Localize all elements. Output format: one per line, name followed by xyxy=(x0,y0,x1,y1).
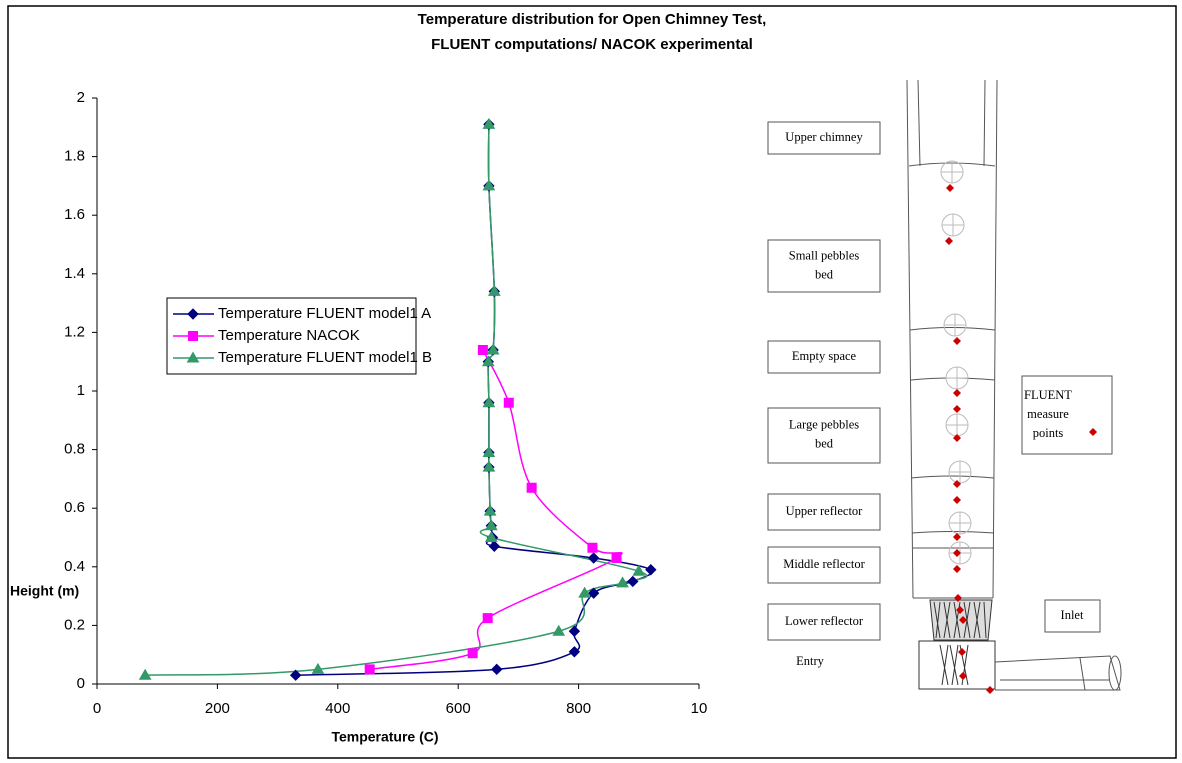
marker xyxy=(311,662,325,674)
measure-point xyxy=(959,672,967,680)
marker xyxy=(482,396,496,408)
measure-point xyxy=(953,337,961,345)
measure-point xyxy=(956,606,964,614)
measure-point xyxy=(959,616,967,624)
x-tick-label: 0 xyxy=(93,700,101,717)
marker xyxy=(482,117,496,129)
legend-label: Temperature FLUENT model1 A xyxy=(218,305,431,322)
measure-point xyxy=(953,405,961,413)
marker xyxy=(627,575,639,588)
measure-point xyxy=(953,389,961,397)
y-tick-label: 0.6 xyxy=(64,499,85,516)
y-tick-label: 1.2 xyxy=(64,323,85,340)
y-tick-label: 1.6 xyxy=(64,206,85,223)
marker xyxy=(482,446,496,458)
y-tick-label: 2 xyxy=(77,89,85,106)
marker xyxy=(578,586,591,598)
marker xyxy=(188,331,198,341)
x-axis-label: Temperature (C) xyxy=(331,729,438,745)
marker xyxy=(467,648,478,659)
plot-area: 0 0.2 0.4 0.6 0.8 1 1.2 1.4 1.6 1.8 2 0 200 400 600 800… xyxy=(64,89,707,717)
chimney-diagram: Upper chimney Small pebbles bed Empty space… xyxy=(767,79,1122,694)
marker xyxy=(482,460,496,472)
measure-point xyxy=(953,565,961,573)
frame xyxy=(7,5,1177,759)
diagram-label: Empty space xyxy=(792,349,857,363)
measure-point xyxy=(954,594,962,602)
measure-point xyxy=(953,533,961,541)
measure-point xyxy=(1089,428,1097,436)
chart-title: Temperature distribution for Open Chimne… xyxy=(418,11,767,28)
measure-point xyxy=(953,480,961,488)
y-tick-label: 0.4 xyxy=(64,558,85,575)
diagram-label: points xyxy=(1033,426,1064,440)
marker xyxy=(483,504,497,516)
y-tick-label: 1.8 xyxy=(64,148,85,165)
marker xyxy=(491,663,503,676)
x-tick-label: 800 xyxy=(566,700,591,717)
marker xyxy=(488,540,501,552)
marker xyxy=(481,355,495,367)
diagram-label: Inlet xyxy=(1061,608,1084,622)
measure-point xyxy=(945,237,953,245)
chart-title: FLUENT computations/ NACOK experimental xyxy=(431,36,753,53)
y-tick-label: 1.4 xyxy=(64,265,85,282)
diagram-label: Small pebbles xyxy=(789,248,860,262)
marker xyxy=(568,625,581,637)
y-tick-label: 0 xyxy=(77,675,85,692)
marker xyxy=(587,587,600,599)
measure-point xyxy=(946,184,954,192)
legend-label: Temperature FLUENT model1 B xyxy=(218,349,432,366)
marker xyxy=(477,344,488,355)
measure-point xyxy=(953,434,961,442)
marker xyxy=(484,519,498,531)
marker xyxy=(486,343,500,355)
marker xyxy=(552,624,566,636)
marker xyxy=(645,564,657,576)
x-tick-label: 600 xyxy=(446,700,471,717)
y-tick-label: 1 xyxy=(77,382,85,399)
marker xyxy=(568,646,581,658)
y-tick-label: 0.8 xyxy=(64,441,85,458)
y-axis-label: Height (m) xyxy=(10,583,79,599)
legend-label: Temperature NACOK xyxy=(218,327,360,344)
marker xyxy=(632,564,646,576)
diagram-label: Lower reflector xyxy=(785,614,864,628)
marker xyxy=(587,552,600,564)
x-tick-label: 200 xyxy=(205,700,230,717)
marker xyxy=(616,576,629,588)
marker xyxy=(587,542,598,553)
diagram-label: Large pebbles xyxy=(789,417,859,431)
marker xyxy=(364,664,375,675)
marker xyxy=(186,351,200,363)
measure-point xyxy=(953,549,961,557)
marker xyxy=(482,613,493,624)
x-tick-label: 400 xyxy=(325,700,350,717)
diagram-label: bed xyxy=(815,267,834,281)
diagram-label: Middle reflector xyxy=(783,557,865,571)
marker xyxy=(526,482,537,493)
diagram-label: Upper chimney xyxy=(785,130,863,144)
marker xyxy=(487,284,501,296)
y-tick-label: 0.2 xyxy=(64,616,85,633)
marker xyxy=(484,531,498,542)
marker xyxy=(187,308,199,320)
measure-point xyxy=(958,648,966,656)
marker xyxy=(482,179,496,191)
x-tick-label: 10 xyxy=(691,700,708,717)
marker xyxy=(138,668,152,680)
legend: Temperature FLUENT model1 A Temperature N… xyxy=(166,297,432,375)
diagram-label: Entry xyxy=(796,654,825,668)
marker xyxy=(289,669,302,681)
measure-point xyxy=(953,496,961,504)
marker xyxy=(611,553,622,564)
measure-point xyxy=(986,686,994,694)
diagram-label: measure xyxy=(1027,407,1069,421)
marker xyxy=(503,397,514,408)
diagram-label: bed xyxy=(815,436,834,450)
diagram-label: Upper reflector xyxy=(786,504,864,518)
diagram-label: FLUENT xyxy=(1024,388,1072,402)
